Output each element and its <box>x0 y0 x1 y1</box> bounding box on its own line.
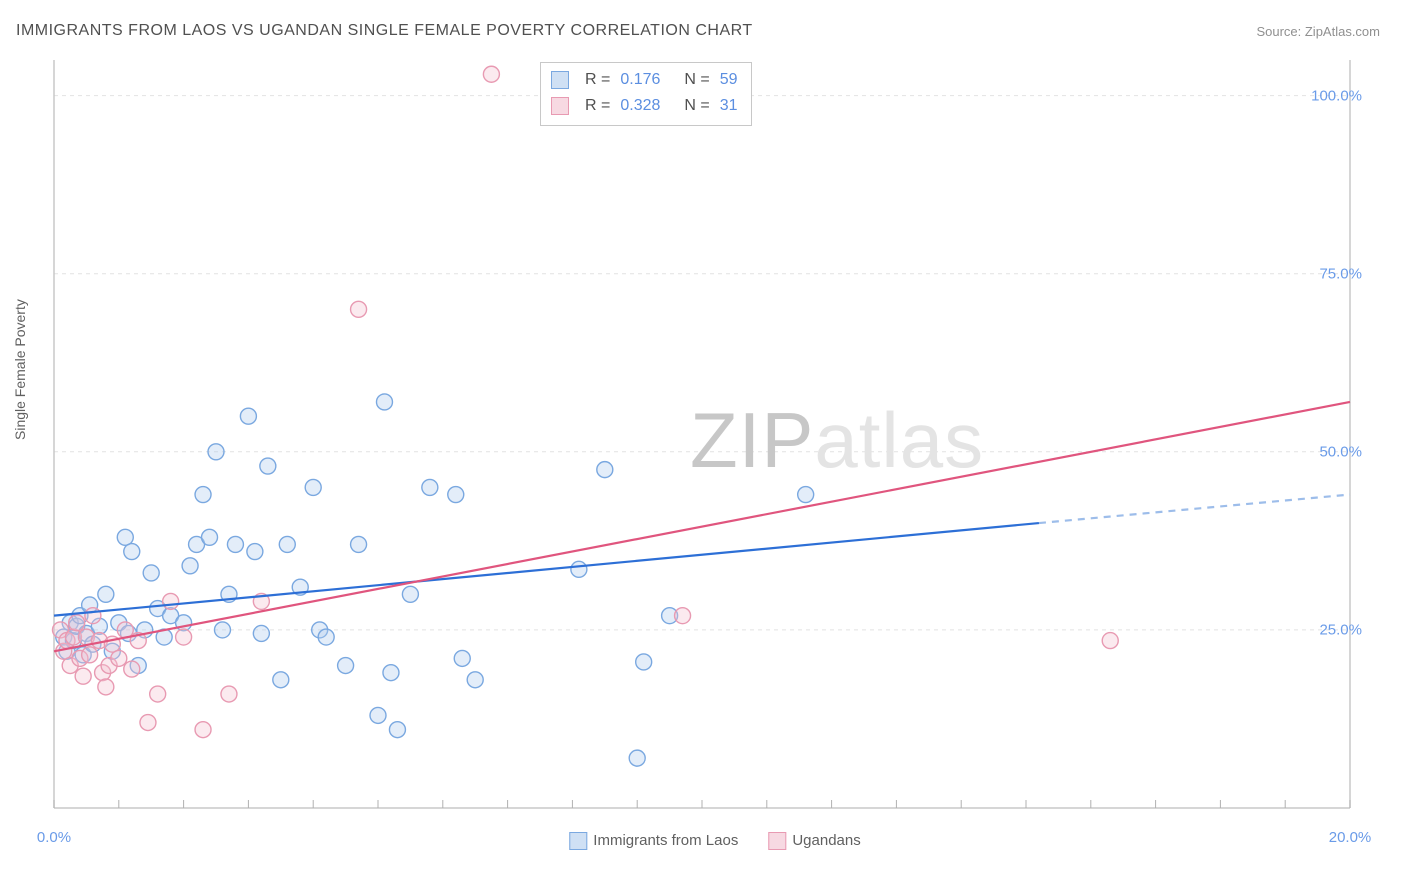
source-prefix: Source: <box>1256 24 1304 39</box>
stats-legend-row: R = 0.176 N = 59 <box>551 67 737 93</box>
n-label: N = <box>684 93 709 119</box>
legend-swatch <box>768 832 786 850</box>
stats-legend: R = 0.176 N = 59 R = 0.328 N = 31 <box>540 62 752 126</box>
y-tick-label: 75.0% <box>1319 265 1362 282</box>
page-title: IMMIGRANTS FROM LAOS VS UGANDAN SINGLE F… <box>16 22 753 40</box>
y-tick-label: 100.0% <box>1311 87 1362 104</box>
chart-area: ZIPatlas 25.0%50.0%75.0%100.0%0.0%20.0%I… <box>50 60 1380 820</box>
n-value: 59 <box>720 67 738 93</box>
legend-swatch <box>569 832 587 850</box>
r-label: R = <box>585 67 610 93</box>
source-name: ZipAtlas.com <box>1305 24 1380 39</box>
r-value: 0.328 <box>620 93 674 119</box>
stats-legend-row: R = 0.328 N = 31 <box>551 93 737 119</box>
y-tick-label: 25.0% <box>1319 621 1362 638</box>
n-value: 31 <box>720 93 738 119</box>
r-label: R = <box>585 93 610 119</box>
legend-swatch <box>551 97 569 115</box>
source-credit: Source: ZipAtlas.com <box>1256 24 1380 39</box>
legend-swatch <box>551 71 569 89</box>
x-tick-label: 0.0% <box>37 829 71 846</box>
r-value: 0.176 <box>620 67 674 93</box>
legend-item: Immigrants from Laos <box>569 832 738 850</box>
x-tick-label: 20.0% <box>1329 829 1372 846</box>
n-label: N = <box>684 67 709 93</box>
legend-item: Ugandans <box>768 832 860 850</box>
scatter-chart <box>50 60 1380 820</box>
series-legend: Immigrants from Laos Ugandans <box>569 832 860 850</box>
y-axis-label: Single Female Poverty <box>12 299 28 440</box>
y-tick-label: 50.0% <box>1319 443 1362 460</box>
